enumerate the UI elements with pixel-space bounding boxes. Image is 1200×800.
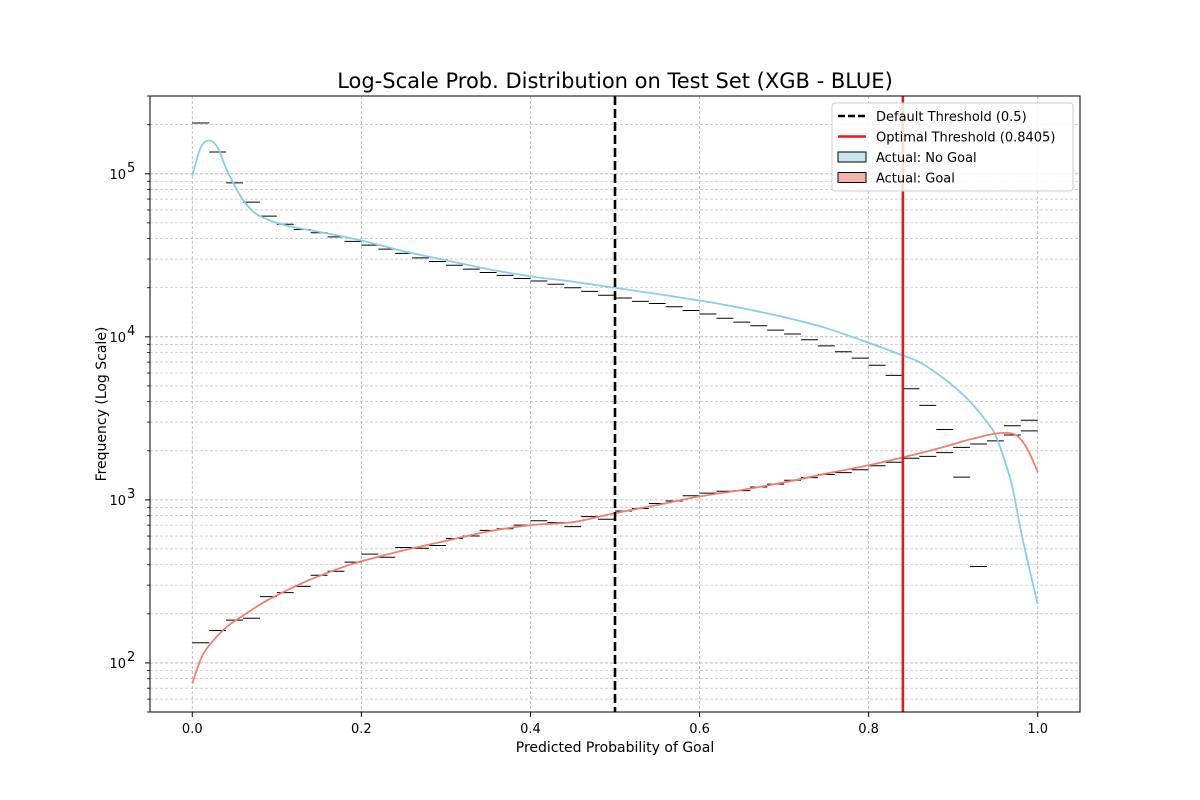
x-tick-label: 1.0 — [1027, 722, 1048, 737]
legend-box — [831, 102, 1074, 192]
y-tick-label: 10 — [109, 494, 126, 509]
y-tick-label: 10 — [109, 331, 126, 346]
threshold-lines — [613, 96, 905, 712]
kde-goal — [191, 431, 1039, 684]
plot-frame — [149, 95, 1081, 713]
legend: Default Threshold (0.5) Optimal Threshold… — [831, 102, 1074, 192]
y-tick-exponent: 5 — [127, 161, 135, 176]
y-tick-exponent: 2 — [127, 650, 135, 665]
legend-default-threshold-label: Default Threshold (0.5) — [876, 110, 1027, 125]
histogram-bars — [192, 122, 1038, 644]
x-tick-label: 0.0 — [182, 722, 203, 737]
x-tick-label: 0.2 — [351, 722, 372, 737]
legend-goal-label: Actual: Goal — [876, 172, 955, 187]
y-tick-label: 10 — [109, 657, 126, 672]
y-tick-label: 10 — [109, 168, 126, 183]
legend-optimal-threshold-label: Optimal Threshold (0.8405) — [876, 131, 1055, 146]
x-axis-label: Predicted Probability of Goal — [516, 740, 714, 756]
kde-curves — [191, 139, 1039, 684]
y-tick-exponent: 4 — [127, 324, 135, 339]
y-axis-label: Frequency (Log Scale) — [94, 327, 110, 482]
legend-no-goal-label: Actual: No Goal — [876, 151, 977, 166]
x-tick-label: 0.8 — [858, 722, 879, 737]
legend-no-goal-swatch — [837, 151, 867, 163]
legend-goal-swatch — [837, 172, 867, 183]
x-tick-label: 0.6 — [689, 722, 710, 737]
y-tick-exponent: 3 — [127, 487, 135, 502]
chart-title: Log-Scale Prob. Distribution on Test Set… — [337, 69, 893, 93]
kde-no-goal — [191, 139, 1039, 605]
x-tick-label: 0.4 — [520, 722, 541, 737]
